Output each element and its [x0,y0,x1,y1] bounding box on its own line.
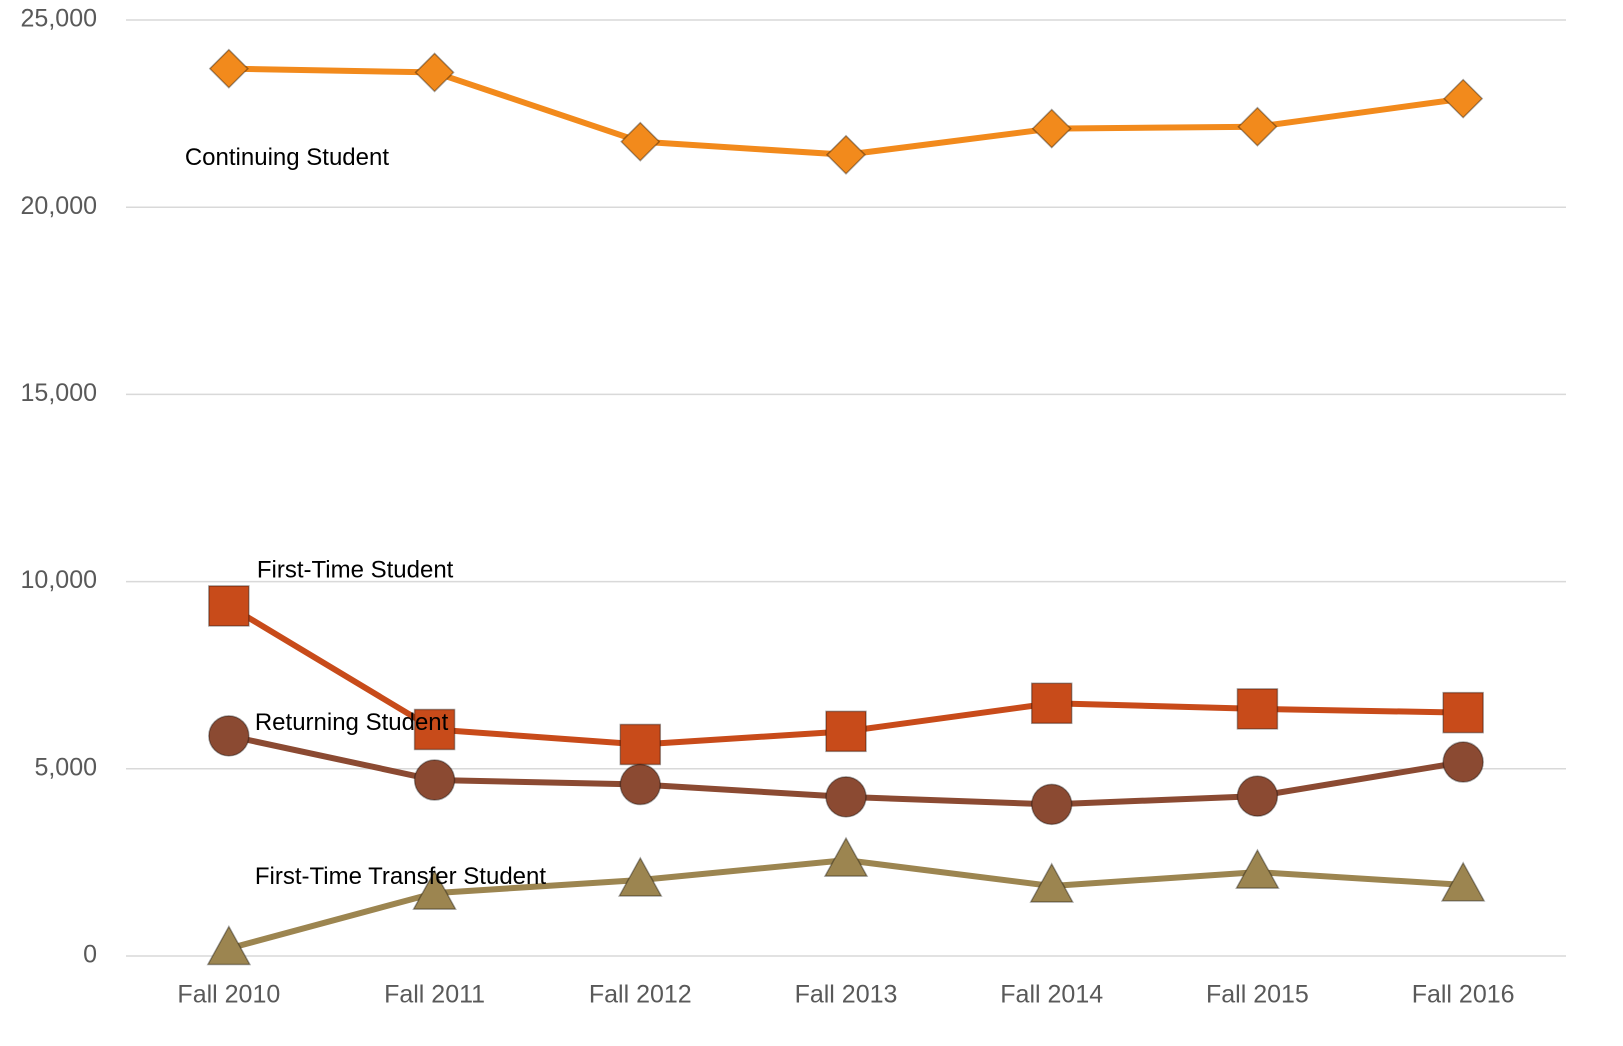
marker [619,723,662,766]
marker [208,585,250,627]
x-tick-label: Fall 2013 [795,981,898,1009]
marker [619,763,662,806]
marker [1031,108,1072,149]
marker [208,48,249,89]
marker [1236,688,1279,730]
x-tick-label: Fall 2015 [1206,981,1309,1009]
marker [1443,78,1484,119]
marker [1235,848,1280,889]
x-tick-label: Fall 2011 [384,981,485,1009]
x-tick-label: Fall 2012 [589,981,692,1009]
marker [412,869,457,910]
marker [1442,741,1484,783]
marker [414,52,455,93]
marker [208,715,250,757]
marker [823,836,869,877]
x-tick-label: Fall 2014 [1000,981,1103,1009]
marker [413,759,456,801]
marker [1442,691,1484,734]
marker [1440,861,1486,902]
y-tick-label: 0 [83,941,97,969]
marker [1236,775,1279,817]
series-label: First-Time Student [257,556,454,583]
marker [825,710,867,753]
marker [825,776,867,818]
marker [620,121,661,162]
marker [1030,783,1073,826]
marker [413,708,456,751]
x-tick-label: Fall 2010 [177,981,280,1009]
marker [618,856,663,897]
y-tick-label: 5,000 [34,753,97,781]
marker [1029,862,1074,903]
series-label: Returning Student [255,709,449,736]
marker [1237,106,1278,147]
x-tick-label: Fall 2016 [1412,981,1515,1009]
y-tick-label: 15,000 [21,379,97,407]
marker [206,924,252,966]
marker [1030,682,1073,725]
y-tick-label: 20,000 [21,192,97,220]
y-tick-label: 10,000 [21,566,97,594]
series-label: Continuing Student [185,144,389,171]
y-tick-label: 25,000 [21,5,97,33]
series-label: First-Time Transfer Student [255,863,547,890]
marker [825,134,867,175]
